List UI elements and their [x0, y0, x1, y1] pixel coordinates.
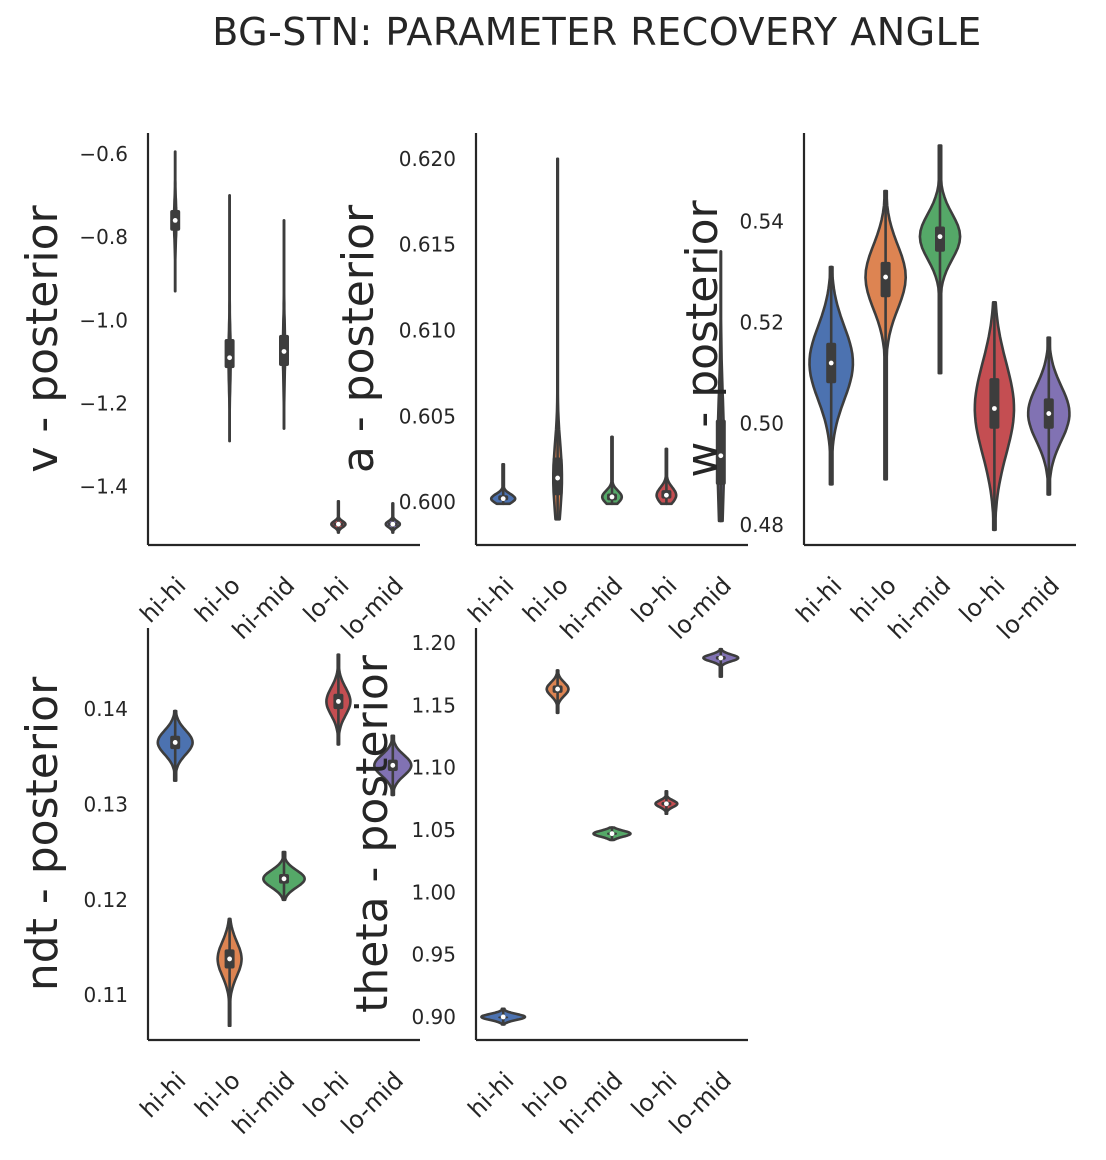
y-tick-label: 0.14 — [83, 697, 128, 721]
y-tick-label: 1.05 — [411, 818, 456, 842]
violin-median-hi-hi — [172, 740, 178, 745]
y-tick-label: 0.600 — [399, 490, 456, 514]
x-tick-label: hi-mid — [883, 571, 956, 644]
x-tick-label: lo-mid — [664, 1066, 737, 1139]
y-tick-label: −0.8 — [79, 225, 128, 249]
violin-median-hi-lo — [227, 355, 233, 361]
violin-median-lo-mid — [718, 453, 724, 459]
violin-median-lo-mid — [390, 521, 396, 527]
y-tick-label: 0.54 — [739, 209, 784, 233]
y-tick-label: 1.20 — [411, 631, 456, 655]
violin-median-hi-mid — [937, 234, 943, 240]
x-tick-label: lo-mid — [992, 571, 1065, 644]
violin-median-lo-hi — [336, 521, 341, 527]
x-tick-label: hi-hi — [135, 571, 192, 628]
violin-median-lo-mid — [718, 655, 724, 661]
violin-median-lo-hi — [992, 406, 997, 411]
x-tick-label: hi-hi — [135, 1066, 192, 1123]
y-tick-label: 0.52 — [739, 311, 784, 335]
x-tick-label: hi-mid — [555, 571, 628, 644]
y-tick-label: 0.615 — [399, 233, 456, 257]
y-tick-label: 0.620 — [399, 147, 456, 171]
violin-median-hi-mid — [609, 831, 615, 837]
violin-median-hi-hi — [172, 217, 178, 223]
x-tick-label: hi-hi — [463, 571, 520, 628]
violin-median-hi-mid — [609, 494, 615, 500]
x-tick-label: hi-mid — [227, 1066, 300, 1139]
violin-box-lo-hi — [989, 378, 1000, 429]
y-tick-label: 0.605 — [399, 404, 456, 428]
violin-panel-3: 0.480.500.520.54hi-hihi-lohi-midlo-hilo-… — [677, 133, 1076, 645]
violin-median-hi-lo — [555, 686, 560, 692]
y-tick-label: 0.48 — [739, 513, 784, 537]
y-axis-label: a - posterior — [333, 204, 384, 473]
x-tick-label: hi-hi — [791, 571, 848, 628]
y-tick-label: −0.6 — [79, 142, 128, 166]
y-tick-label: 0.90 — [411, 1005, 456, 1029]
violin-box-hi-lo — [224, 339, 235, 369]
y-axis-label: ndt - posterior — [17, 676, 68, 991]
violin-median-hi-lo — [883, 274, 888, 280]
violin-median-hi-hi — [500, 496, 506, 502]
violin-median-hi-hi — [500, 1014, 506, 1020]
y-tick-label: 0.95 — [411, 943, 456, 967]
y-tick-label: 0.11 — [83, 983, 128, 1007]
violin-panel-5: 0.900.951.001.051.101.151.20hi-hihi-lohi… — [347, 628, 748, 1140]
y-tick-label: 1.10 — [411, 756, 456, 780]
violin-median-hi-lo — [555, 475, 560, 481]
y-axis-label: w - posterior — [677, 199, 728, 477]
violin-median-lo-mid — [390, 762, 396, 768]
y-tick-label: 0.12 — [83, 888, 128, 912]
x-tick-label: lo-mid — [336, 1066, 409, 1139]
violin-median-hi-lo — [227, 956, 233, 962]
figure-title: BG-STN: PARAMETER RECOVERY ANGLE — [212, 10, 982, 54]
violin-box-hi-mid — [935, 226, 945, 252]
x-tick-label: hi-hi — [463, 1066, 520, 1123]
x-tick-label: lo-mid — [336, 571, 409, 644]
violin-median-lo-hi — [664, 492, 669, 498]
violin-median-lo-mid — [1046, 411, 1052, 416]
y-axis-label: theta - posterior — [347, 654, 398, 1013]
y-tick-label: 0.13 — [83, 792, 128, 816]
y-tick-label: −1.2 — [79, 392, 128, 416]
violin-box-lo-mid — [715, 419, 726, 485]
y-tick-label: 0.50 — [739, 412, 784, 436]
violin-box-hi-lo — [880, 261, 891, 298]
violin-median-lo-hi — [664, 801, 669, 807]
y-tick-label: 1.00 — [411, 880, 456, 904]
violin-median-hi-mid — [281, 349, 287, 354]
x-tick-label: lo-mid — [664, 571, 737, 644]
y-tick-label: −1.0 — [79, 308, 128, 332]
violin-median-hi-mid — [281, 876, 287, 882]
violin-median-hi-hi — [828, 360, 834, 366]
y-tick-label: 0.610 — [399, 318, 456, 342]
y-tick-label: 1.15 — [411, 693, 456, 717]
violin-median-lo-hi — [336, 699, 341, 704]
y-tick-label: −1.4 — [79, 475, 128, 499]
x-tick-label: hi-mid — [555, 1066, 628, 1139]
y-axis-label: v - posterior — [17, 204, 68, 472]
x-tick-label: hi-mid — [227, 571, 300, 644]
